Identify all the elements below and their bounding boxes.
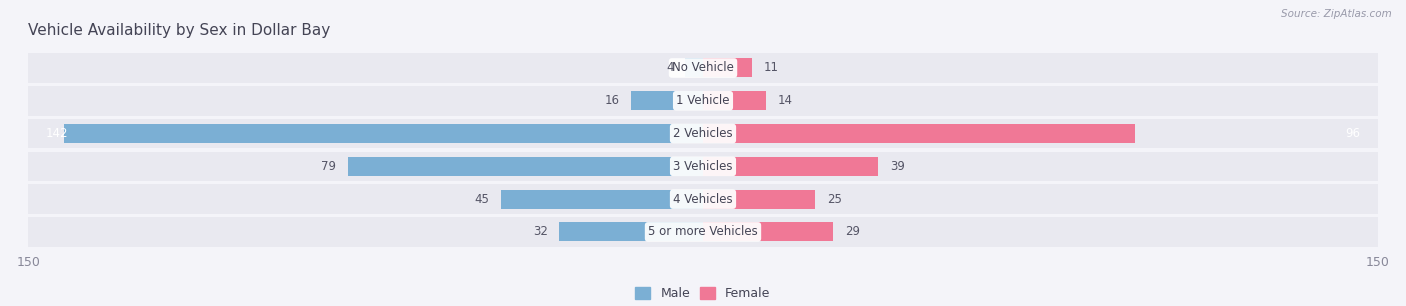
Text: 3 Vehicles: 3 Vehicles [673, 160, 733, 173]
Bar [703, 222, 834, 241]
Bar [28, 151, 1378, 181]
Bar [65, 124, 703, 143]
Text: 11: 11 [763, 62, 779, 74]
Bar [28, 53, 1378, 83]
Bar [560, 222, 703, 241]
Bar [631, 91, 703, 110]
Text: 96: 96 [1346, 127, 1360, 140]
Bar [501, 190, 703, 209]
Text: 14: 14 [778, 94, 792, 107]
Text: Source: ZipAtlas.com: Source: ZipAtlas.com [1281, 9, 1392, 19]
Text: 5 or more Vehicles: 5 or more Vehicles [648, 226, 758, 238]
Text: 2 Vehicles: 2 Vehicles [673, 127, 733, 140]
Bar [347, 157, 703, 176]
Text: 4: 4 [666, 62, 673, 74]
Text: 79: 79 [322, 160, 336, 173]
Text: No Vehicle: No Vehicle [672, 62, 734, 74]
Bar [703, 91, 766, 110]
Text: 16: 16 [605, 94, 620, 107]
Bar [28, 217, 1378, 247]
Text: 25: 25 [827, 192, 842, 206]
Text: Vehicle Availability by Sex in Dollar Bay: Vehicle Availability by Sex in Dollar Ba… [28, 23, 330, 38]
Bar [703, 58, 752, 77]
Text: 1 Vehicle: 1 Vehicle [676, 94, 730, 107]
Bar [703, 124, 1135, 143]
Bar [685, 58, 703, 77]
Text: 4 Vehicles: 4 Vehicles [673, 192, 733, 206]
Text: 142: 142 [46, 127, 69, 140]
Bar [703, 157, 879, 176]
Bar [703, 190, 815, 209]
Bar [28, 119, 1378, 148]
Bar [28, 86, 1378, 116]
Text: 32: 32 [533, 226, 548, 238]
Legend: Male, Female: Male, Female [630, 282, 776, 305]
Text: 39: 39 [890, 160, 904, 173]
Text: 29: 29 [845, 226, 859, 238]
Bar [28, 184, 1378, 214]
Text: 45: 45 [474, 192, 489, 206]
